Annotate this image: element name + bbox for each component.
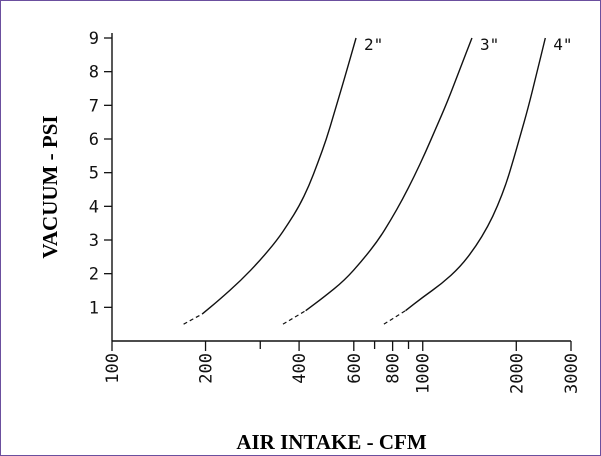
y-tick-label-7: 7 xyxy=(89,96,99,116)
curve-series-3 xyxy=(405,37,546,312)
curve-dashed-start-2 xyxy=(282,310,306,325)
y-tick-label-6: 6 xyxy=(89,130,99,150)
y-tick-label-8: 8 xyxy=(89,63,99,83)
x-tick-label-3000: 3000 xyxy=(562,353,582,394)
curve-dashed-start-1 xyxy=(183,313,203,325)
y-tick-label-9: 9 xyxy=(89,29,99,49)
y-tick-label-1: 1 xyxy=(89,298,99,318)
x-axis-title: AIR INTAKE - CFM xyxy=(236,430,427,454)
curve-label-3: 4" xyxy=(553,35,572,54)
x-tick-label-600: 600 xyxy=(345,353,365,384)
curve-label-2: 3" xyxy=(480,35,499,54)
x-tick-label-200: 200 xyxy=(197,353,217,384)
y-tick-label-3: 3 xyxy=(89,231,99,251)
curve-series-2 xyxy=(305,37,473,312)
x-tick-label-800: 800 xyxy=(384,353,404,384)
x-tick-label-2000: 2000 xyxy=(507,353,527,394)
curve-label-1: 2" xyxy=(364,35,383,54)
y-tick-label-2: 2 xyxy=(89,265,99,285)
x-tick-label-1000: 1000 xyxy=(414,353,434,394)
x-tick-label-100: 100 xyxy=(103,353,123,384)
y-tick-label-4: 4 xyxy=(89,197,99,217)
x-tick-label-400: 400 xyxy=(290,353,310,384)
y-axis-title: VACUUM - PSI xyxy=(38,115,62,258)
curve-series-1 xyxy=(201,37,357,315)
curve-dashed-start-3 xyxy=(383,310,406,325)
y-tick-label-5: 5 xyxy=(89,164,99,184)
